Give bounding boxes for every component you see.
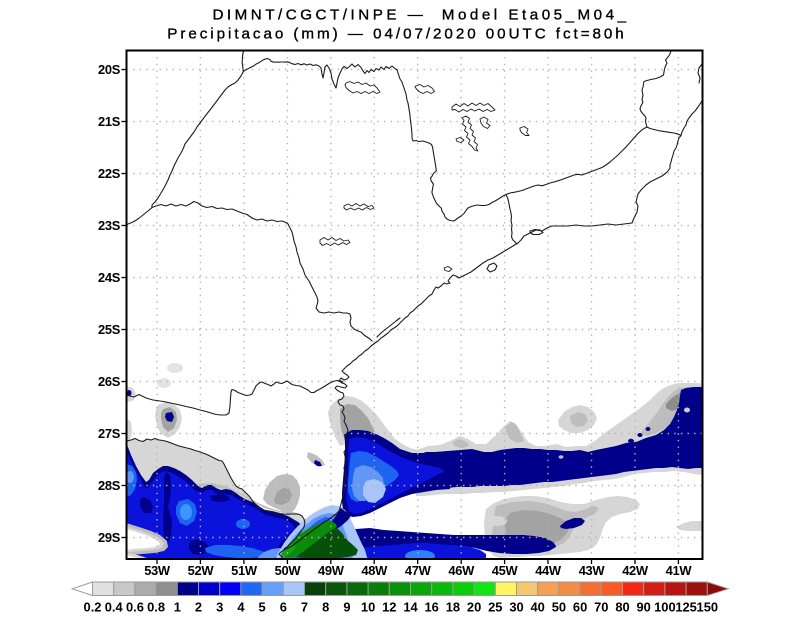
svg-text:27S: 27S <box>98 426 121 441</box>
svg-text:0.4: 0.4 <box>105 600 124 615</box>
svg-text:47W: 47W <box>405 563 432 578</box>
svg-text:7: 7 <box>301 600 308 615</box>
svg-text:18: 18 <box>446 600 460 615</box>
svg-text:46W: 46W <box>448 563 475 578</box>
svg-text:1: 1 <box>174 600 181 615</box>
svg-text:150: 150 <box>697 600 719 615</box>
svg-text:10: 10 <box>361 600 375 615</box>
svg-text:42W: 42W <box>622 563 649 578</box>
svg-text:Precipitacao (mm) — 04/07/2020: Precipitacao (mm) — 04/07/2020 00UTC fct… <box>167 26 626 43</box>
svg-text:45W: 45W <box>492 563 519 578</box>
svg-text:6: 6 <box>280 600 287 615</box>
svg-text:52W: 52W <box>188 563 215 578</box>
svg-text:53W: 53W <box>144 563 171 578</box>
svg-text:26S: 26S <box>98 374 121 389</box>
svg-text:43W: 43W <box>579 563 606 578</box>
svg-text:24S: 24S <box>98 270 121 285</box>
svg-text:51W: 51W <box>231 563 258 578</box>
svg-text:DIMNT/CGCT/INPE — Model Eta05: DIMNT/CGCT/INPE — Model Eta05_M04_ <box>212 7 629 24</box>
svg-text:50W: 50W <box>275 563 302 578</box>
svg-text:0.6: 0.6 <box>126 600 144 615</box>
svg-text:12: 12 <box>382 600 396 615</box>
svg-text:0.8: 0.8 <box>147 600 165 615</box>
svg-text:2: 2 <box>195 600 202 615</box>
svg-text:29S: 29S <box>98 530 121 545</box>
svg-text:20S: 20S <box>98 62 121 77</box>
svg-text:23S: 23S <box>98 218 121 233</box>
svg-text:125: 125 <box>675 600 697 615</box>
svg-text:25: 25 <box>488 600 502 615</box>
svg-text:60: 60 <box>573 600 587 615</box>
svg-text:20: 20 <box>467 600 481 615</box>
svg-text:70: 70 <box>594 600 608 615</box>
svg-text:80: 80 <box>615 600 629 615</box>
svg-text:9: 9 <box>343 600 350 615</box>
svg-text:21S: 21S <box>98 114 121 129</box>
svg-text:14: 14 <box>403 600 418 615</box>
svg-text:0.2: 0.2 <box>84 600 102 615</box>
svg-text:30: 30 <box>509 600 523 615</box>
svg-text:50: 50 <box>552 600 566 615</box>
svg-text:100: 100 <box>654 600 676 615</box>
svg-text:4: 4 <box>237 600 245 615</box>
svg-text:48W: 48W <box>361 563 388 578</box>
svg-text:90: 90 <box>637 600 651 615</box>
svg-text:49W: 49W <box>318 563 345 578</box>
svg-text:8: 8 <box>322 600 329 615</box>
svg-text:40: 40 <box>531 600 545 615</box>
svg-text:22S: 22S <box>98 166 121 181</box>
svg-text:5: 5 <box>259 600 266 615</box>
svg-text:16: 16 <box>425 600 439 615</box>
svg-text:44W: 44W <box>535 563 562 578</box>
svg-text:25S: 25S <box>98 322 121 337</box>
svg-text:28S: 28S <box>98 478 121 493</box>
svg-text:3: 3 <box>216 600 223 615</box>
svg-text:41W: 41W <box>666 563 693 578</box>
